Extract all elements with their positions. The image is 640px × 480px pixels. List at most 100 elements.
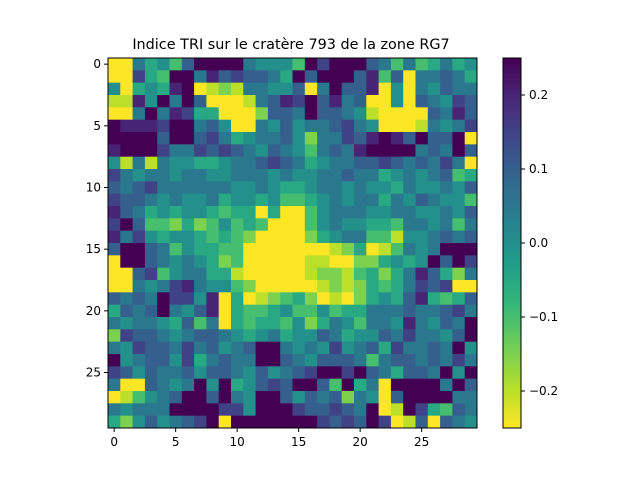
heatmap-cell: [144, 181, 158, 195]
heatmap-cell: [218, 95, 232, 108]
heatmap-cell: [317, 107, 330, 121]
heatmap-cell: [169, 366, 183, 380]
heatmap-cell: [292, 378, 306, 392]
heatmap-cell: [231, 292, 244, 306]
heatmap-cell: [120, 230, 133, 244]
heatmap-cell: [317, 243, 330, 256]
heatmap-cell: [452, 70, 466, 84]
heatmap-cell: [452, 366, 466, 380]
heatmap-cell: [218, 58, 232, 71]
heatmap-cell: [317, 317, 330, 330]
heatmap-cell: [403, 82, 416, 96]
heatmap-cell: [157, 144, 170, 158]
heatmap-cell: [169, 58, 183, 71]
heatmap-cell: [144, 304, 158, 318]
heatmap-cell: [231, 267, 244, 281]
heatmap-cell: [378, 156, 392, 170]
heatmap-cell: [317, 366, 330, 380]
heatmap-cell: [427, 70, 441, 84]
heatmap-cell: [354, 58, 367, 71]
heatmap-cell: [366, 391, 379, 404]
heatmap-cell: [108, 144, 121, 158]
heatmap-cell: [354, 169, 367, 182]
heatmap-cell: [181, 255, 195, 269]
heatmap-cell: [120, 82, 133, 96]
heatmap-cell: [440, 82, 453, 96]
heatmap-cell: [206, 304, 220, 318]
heatmap-cell: [280, 107, 293, 121]
heatmap-cell: [452, 391, 466, 404]
heatmap-cell: [231, 169, 244, 182]
heatmap-cell: [231, 144, 244, 158]
heatmap-cell: [157, 132, 170, 145]
heatmap-cell: [317, 255, 330, 269]
heatmap-cell: [452, 119, 466, 133]
heatmap-cell: [218, 366, 232, 380]
heatmap-cell: [255, 304, 269, 318]
heatmap-cell: [231, 95, 244, 108]
heatmap-cell: [157, 415, 170, 429]
heatmap-cell: [403, 58, 416, 71]
heatmap-cell: [267, 181, 281, 195]
heatmap-cell: [329, 119, 343, 133]
heatmap-cell: [341, 206, 355, 219]
heatmap-cell: [206, 58, 220, 71]
heatmap-cell: [243, 280, 256, 293]
heatmap-cell: [390, 58, 404, 71]
heatmap-cell: [341, 317, 355, 330]
heatmap-cell: [144, 107, 158, 121]
heatmap-cell: [390, 95, 404, 108]
heatmap-cell: [366, 366, 379, 380]
heatmap-cell: [464, 243, 478, 256]
heatmap-cell: [378, 58, 392, 71]
x-tick-label: 15: [291, 435, 306, 449]
heatmap-cell: [292, 317, 306, 330]
heatmap-cell: [144, 354, 158, 367]
heatmap-cell: [267, 378, 281, 392]
heatmap-cell: [132, 366, 146, 380]
heatmap-cell: [403, 354, 416, 367]
heatmap-cell: [440, 280, 453, 293]
heatmap-cell: [341, 304, 355, 318]
heatmap-cell: [144, 70, 158, 84]
heatmap-cell: [440, 230, 453, 244]
heatmap-cell: [132, 415, 146, 429]
heatmap-cell: [304, 354, 318, 367]
heatmap-cell: [280, 403, 293, 417]
heatmap-cell: [427, 354, 441, 367]
heatmap-cell: [132, 378, 146, 392]
heatmap-cell: [354, 230, 367, 244]
heatmap-cell: [440, 243, 453, 256]
heatmap-cell: [390, 329, 404, 343]
heatmap-cell: [329, 378, 343, 392]
heatmap-cell: [304, 267, 318, 281]
heatmap-cell: [292, 218, 306, 232]
heatmap-cell: [280, 255, 293, 269]
heatmap-cell: [108, 317, 121, 330]
heatmap-cell: [329, 218, 343, 232]
heatmap-cell: [317, 391, 330, 404]
heatmap-cell: [317, 144, 330, 158]
heatmap-cell: [329, 70, 343, 84]
heatmap-cell: [132, 280, 146, 293]
heatmap-cell: [464, 132, 478, 145]
heatmap-cell: [427, 378, 441, 392]
heatmap-cell: [120, 70, 133, 84]
heatmap-cell: [194, 156, 207, 170]
heatmap-cell: [440, 132, 453, 145]
heatmap-cell: [255, 329, 269, 343]
heatmap-cell: [144, 317, 158, 330]
heatmap-cell: [194, 354, 207, 367]
heatmap-cell: [415, 403, 429, 417]
heatmap-cell: [120, 58, 133, 71]
heatmap-cell: [169, 82, 183, 96]
heatmap-cell: [415, 366, 429, 380]
heatmap-cell: [280, 218, 293, 232]
heatmap-cell: [181, 267, 195, 281]
heatmap-cell: [231, 193, 244, 207]
heatmap-cell: [181, 132, 195, 145]
heatmap-cell: [194, 119, 207, 133]
heatmap-cell: [267, 218, 281, 232]
heatmap-cell: [255, 415, 269, 429]
heatmap-cell: [194, 341, 207, 355]
